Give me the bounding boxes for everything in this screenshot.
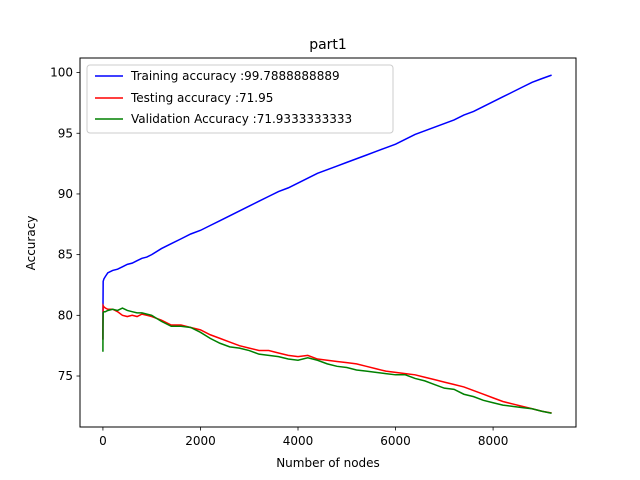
x-tick-label: 6000 [380, 434, 411, 448]
legend-box [86, 64, 394, 134]
y-tick-label: 90 [58, 187, 73, 201]
plot-frame [79, 57, 577, 428]
y-tick-label: 80 [58, 308, 73, 322]
y-tick-label: 75 [58, 369, 73, 383]
y-axis-ticks: 75 80 85 90 95 100 [50, 66, 80, 383]
x-tick-label: 2000 [185, 434, 216, 448]
chart-title: part1 [309, 37, 347, 53]
x-tick-label: 8000 [478, 434, 509, 448]
legend: Training accuracy :99.7888888889 Testing… [86, 64, 394, 134]
x-axis-ticks: 0 2000 4000 6000 8000 [99, 427, 508, 448]
y-tick-label: 85 [58, 248, 73, 262]
legend-label-testing: Testing accuracy :71.95 [130, 91, 273, 105]
series-layer [102, 74, 552, 415]
series-line-2 [102, 307, 552, 415]
x-tick-label: 0 [99, 434, 107, 448]
legend-label-training: Training accuracy :99.7888888889 [130, 69, 340, 83]
x-axis-label: Number of nodes [276, 456, 380, 470]
legend-label-validation: Validation Accuracy :71.9333333333 [131, 112, 352, 126]
y-axis-label: Accuracy [24, 216, 38, 271]
y-tick-label: 95 [58, 126, 73, 140]
series-line-1 [102, 302, 552, 414]
series-line-0 [102, 74, 552, 340]
plot-area [79, 57, 577, 428]
y-tick-label: 100 [50, 66, 73, 80]
x-tick-label: 4000 [283, 434, 314, 448]
